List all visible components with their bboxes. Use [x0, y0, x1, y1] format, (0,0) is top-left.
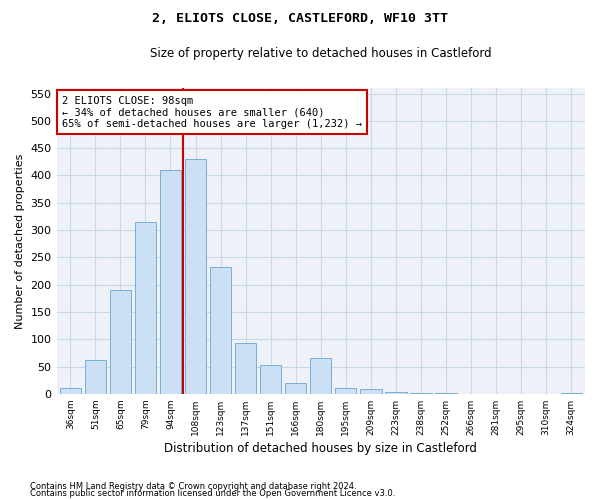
Text: 2 ELIOTS CLOSE: 98sqm
← 34% of detached houses are smaller (640)
65% of semi-det: 2 ELIOTS CLOSE: 98sqm ← 34% of detached …: [62, 96, 362, 129]
Text: Contains public sector information licensed under the Open Government Licence v3: Contains public sector information licen…: [30, 490, 395, 498]
Text: 2, ELIOTS CLOSE, CASTLEFORD, WF10 3TT: 2, ELIOTS CLOSE, CASTLEFORD, WF10 3TT: [152, 12, 448, 26]
Bar: [360, 390, 382, 394]
Bar: [335, 388, 356, 394]
Bar: [260, 366, 281, 394]
Bar: [160, 170, 181, 394]
X-axis label: Distribution of detached houses by size in Castleford: Distribution of detached houses by size …: [164, 442, 477, 455]
Y-axis label: Number of detached properties: Number of detached properties: [15, 153, 25, 328]
Bar: [59, 388, 81, 394]
Bar: [310, 358, 331, 394]
Bar: [285, 383, 307, 394]
Bar: [85, 360, 106, 394]
Bar: [185, 159, 206, 394]
Text: Contains HM Land Registry data © Crown copyright and database right 2024.: Contains HM Land Registry data © Crown c…: [30, 482, 356, 491]
Bar: [110, 290, 131, 394]
Bar: [385, 392, 407, 394]
Bar: [235, 343, 256, 394]
Bar: [135, 222, 156, 394]
Bar: [210, 267, 231, 394]
Title: Size of property relative to detached houses in Castleford: Size of property relative to detached ho…: [150, 48, 491, 60]
